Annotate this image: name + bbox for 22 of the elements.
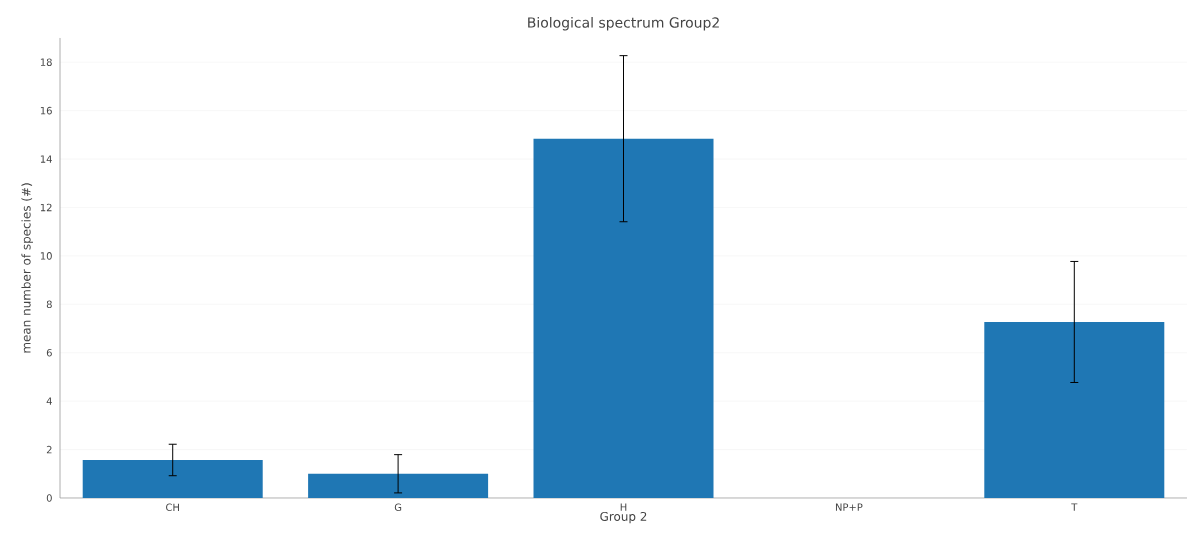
chart-title: Biological spectrum Group2: [528, 16, 719, 31]
y-tick-label: 16: [40, 106, 52, 115]
bar: [82, 459, 263, 498]
y-axis-title: mean number of species (#): [21, 183, 33, 353]
y-tick-label: 8: [46, 300, 52, 309]
x-tick-label: CH: [166, 503, 179, 512]
y-tick-label: 0: [46, 494, 52, 502]
y-tick-label: 6: [46, 348, 52, 357]
x-tick-label: G: [394, 503, 402, 512]
y-tick-label: 4: [46, 397, 52, 405]
bar: [533, 138, 714, 498]
y-tick-label: 12: [40, 203, 52, 212]
y-tick-label: 14: [40, 155, 52, 163]
x-tick-label: T: [1071, 503, 1078, 511]
y-tick-label: 2: [46, 445, 52, 454]
x-tick-label: NP+P: [835, 503, 863, 511]
y-tick-label: 10: [40, 252, 52, 260]
x-tick-label: H: [620, 503, 627, 511]
bar: [984, 321, 1165, 498]
x-axis-title: Group 2: [600, 511, 647, 524]
bar: [308, 473, 489, 498]
y-tick-label: 18: [40, 58, 52, 66]
